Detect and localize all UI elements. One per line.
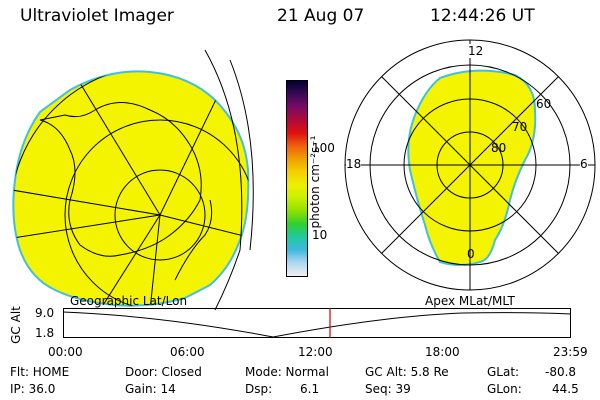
lat-label-70: 70 bbox=[512, 120, 528, 134]
xtick-2359: 23:59 bbox=[553, 345, 588, 359]
colorbar-gradient bbox=[287, 81, 307, 276]
status-dsp-value: 6.1 bbox=[300, 382, 320, 396]
meridian-outer bbox=[229, 59, 254, 251]
instrument-title: Ultraviolet Imager bbox=[20, 6, 174, 26]
xtick-1200: 12:00 bbox=[298, 345, 333, 359]
meridian bbox=[99, 214, 161, 306]
altitude-plot bbox=[62, 308, 572, 338]
status-mode: Mode: Normal bbox=[245, 365, 329, 379]
lat-label-80: 80 bbox=[491, 141, 507, 155]
geographic-map bbox=[12, 49, 254, 311]
mlt-label-6: 6 bbox=[580, 157, 588, 171]
altitude-curve bbox=[62, 311, 572, 338]
colorbar bbox=[286, 80, 308, 277]
geographic-title: Geographic Lat/Lon bbox=[70, 294, 188, 308]
date-label: 21 Aug 07 bbox=[277, 6, 365, 26]
status-gc-alt: GC Alt: 5.8 Re bbox=[365, 365, 449, 379]
status-glon-label: GLon: bbox=[487, 382, 522, 396]
status-glat-value: -80.8 bbox=[545, 365, 577, 379]
meridian bbox=[13, 187, 161, 216]
altitude-ytick-high: 9.0 bbox=[35, 306, 55, 320]
aurora-disk bbox=[12, 70, 250, 307]
colorbar-tick-100: 100 bbox=[312, 141, 335, 155]
latitude-circle bbox=[64, 119, 249, 306]
apex-title: Apex MLat/MLT bbox=[425, 294, 515, 308]
mlt-label-0: 0 bbox=[467, 247, 475, 261]
coastline bbox=[174, 199, 213, 281]
status-dsp-label: Dsp: bbox=[245, 382, 273, 396]
lat-label-60: 60 bbox=[536, 97, 552, 111]
latitude-circle bbox=[114, 169, 206, 261]
altitude-frame bbox=[63, 308, 571, 338]
meridian-outer bbox=[204, 49, 243, 311]
xtick-0600: 06:00 bbox=[170, 345, 205, 359]
status-door: Door: Closed bbox=[125, 365, 202, 379]
meridian bbox=[13, 214, 161, 241]
status-ip: IP: 36.0 bbox=[10, 382, 56, 396]
altitude-ytick-low: 1.8 bbox=[35, 326, 55, 340]
status-glon-value: 44.5 bbox=[552, 382, 579, 396]
xtick-0000: 00:00 bbox=[48, 345, 83, 359]
status-glat-label: GLat: bbox=[487, 365, 520, 379]
time-label: 12:44:26 UT bbox=[430, 6, 535, 26]
meridian bbox=[149, 214, 161, 306]
mlt-label-12: 12 bbox=[468, 44, 484, 58]
status-seq: Seq: 39 bbox=[365, 382, 411, 396]
aurora-oval bbox=[407, 69, 537, 266]
colorbar-unit-label: photon cm⁻²s⁻¹ bbox=[308, 135, 322, 229]
status-gain: Gain: 14 bbox=[125, 382, 176, 396]
mlt-label-18: 18 bbox=[346, 157, 362, 171]
mlt-line bbox=[381, 76, 559, 254]
altitude-ylabel: GC Alt bbox=[9, 306, 23, 344]
polar-plot bbox=[344, 39, 596, 291]
xtick-1800: 18:00 bbox=[425, 345, 460, 359]
status-flt: Flt: HOME bbox=[10, 365, 70, 379]
colorbar-tick-10: 10 bbox=[312, 228, 328, 242]
coastline bbox=[39, 102, 202, 257]
